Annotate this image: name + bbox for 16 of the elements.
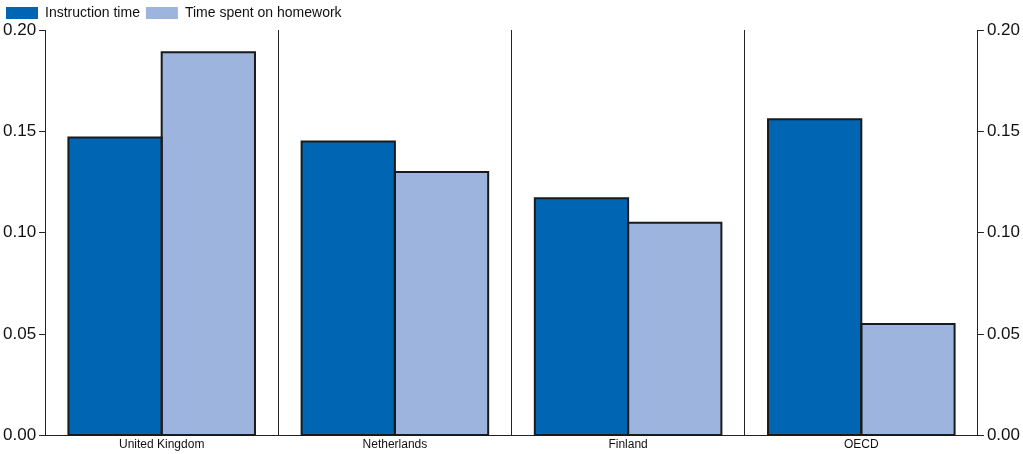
y2-tick-label: 0.15 xyxy=(986,121,1021,141)
legend-label: Instruction time xyxy=(45,3,141,20)
y2-tick-label: 0.05 xyxy=(986,323,1021,343)
y2-tick-label: 0.00 xyxy=(986,425,1021,445)
y-tick-label: 0.20 xyxy=(2,19,37,39)
y2-tick-label: 0.20 xyxy=(986,19,1021,39)
y-tick-label: 0.05 xyxy=(2,323,37,343)
legend-label: Time spent on homework xyxy=(184,3,343,20)
x-tick-label: Finland xyxy=(608,437,648,452)
y2-tick-label: 0.10 xyxy=(986,222,1021,242)
x-tick-label: United Kingdom xyxy=(118,437,205,452)
y-tick-label: 0.15 xyxy=(2,121,37,141)
y-tick-label: 0.00 xyxy=(2,425,37,445)
x-tick-label: Netherlands xyxy=(362,437,428,452)
y-tick-label: 0.10 xyxy=(2,222,37,242)
x-tick-label: OECD xyxy=(843,437,879,452)
